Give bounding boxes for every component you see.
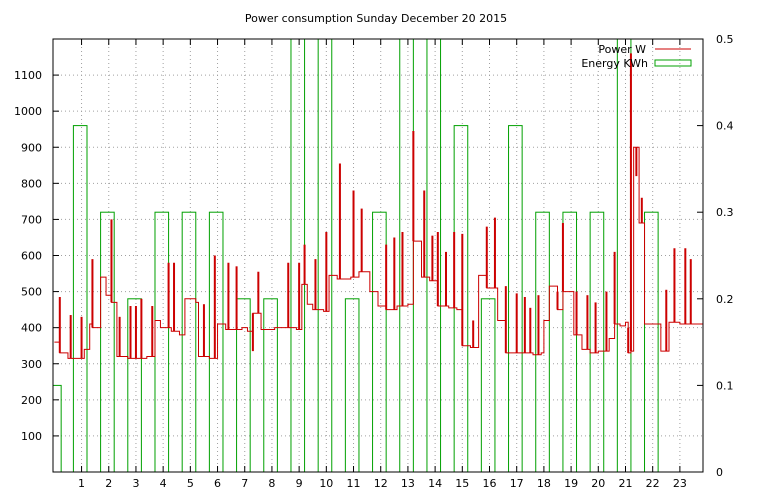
legend-label-power: Power W [598, 43, 646, 56]
x-tick-label: 7 [241, 477, 248, 490]
energy-box [154, 211, 170, 473]
y-tick-label: 1000 [14, 105, 42, 118]
x-tick-label: 13 [401, 477, 415, 490]
y-tick-label: 900 [21, 141, 42, 154]
energy-box [208, 211, 224, 473]
energy-box [480, 298, 496, 473]
y-tick-label: 300 [21, 358, 42, 371]
energy-box [616, 38, 632, 473]
energy-box [372, 211, 387, 473]
x-tick-label: 6 [214, 477, 221, 490]
y2-tick-label: 0 [716, 466, 723, 479]
x-tick-label: 1 [78, 477, 85, 490]
energy-boxes [52, 38, 659, 473]
plot-border [52, 38, 704, 473]
energy-box [344, 298, 360, 473]
energy-box [589, 211, 605, 473]
grid [53, 39, 703, 472]
y-tick-label: 800 [21, 177, 42, 190]
y2-tick-label: 0.4 [716, 120, 734, 133]
x-tick-label: 14 [428, 477, 442, 490]
x-tick-label: 22 [646, 477, 660, 490]
x-tick-label: 9 [296, 477, 303, 490]
x-tick-label: 16 [483, 477, 497, 490]
x-tick-label: 21 [618, 477, 632, 490]
y2-tick-label: 0.1 [716, 379, 734, 392]
y-tick-label: 500 [21, 286, 42, 299]
x-tick-label: 11 [347, 477, 361, 490]
energy-box [72, 125, 88, 473]
x-tick-label: 19 [564, 477, 578, 490]
y-tick-label: 700 [21, 213, 42, 226]
y2-tick-label: 0.5 [716, 33, 734, 46]
x-tick-label: 12 [374, 477, 388, 490]
power-line [54, 53, 703, 359]
x-tick-label: 8 [268, 477, 275, 490]
x-tick-label: 17 [510, 477, 524, 490]
y-tick-label: 200 [21, 394, 42, 407]
x-tick-label: 15 [455, 477, 469, 490]
x-tick-label: 20 [591, 477, 605, 490]
x-tick-label: 18 [537, 477, 551, 490]
x-tick-label: 4 [160, 477, 167, 490]
x-tick-label: 5 [187, 477, 194, 490]
energy-box [508, 125, 523, 473]
legend: Power W Energy KWh [581, 43, 692, 70]
y-tick-label: 400 [21, 322, 42, 335]
energy-box [453, 125, 469, 473]
legend-label-energy: Energy KWh [581, 57, 648, 70]
energy-box [181, 211, 197, 473]
energy-box [236, 298, 251, 473]
x-tick-label: 3 [132, 477, 139, 490]
energy-box [263, 298, 278, 473]
energy-box [644, 211, 659, 473]
x-tick-label: 10 [319, 477, 333, 490]
axes: 1 2 3 4 5 6 7 8 9 10 11 12 13 14 15 16 17 18 19 20 21 22 23100… [14, 33, 734, 490]
legend-swatch-energy [654, 59, 692, 67]
y-tick-label: 600 [21, 250, 42, 263]
y-tick-label: 100 [21, 430, 42, 443]
chart-title: Power consumption Sunday December 20 201… [245, 12, 507, 25]
energy-box [562, 211, 578, 473]
energy-box [52, 384, 62, 473]
x-tick-label: 23 [673, 477, 687, 490]
y-tick-label: 1100 [14, 69, 42, 82]
y2-tick-label: 0.3 [716, 206, 734, 219]
x-tick-label: 2 [105, 477, 112, 490]
y2-tick-label: 0.2 [716, 293, 734, 306]
